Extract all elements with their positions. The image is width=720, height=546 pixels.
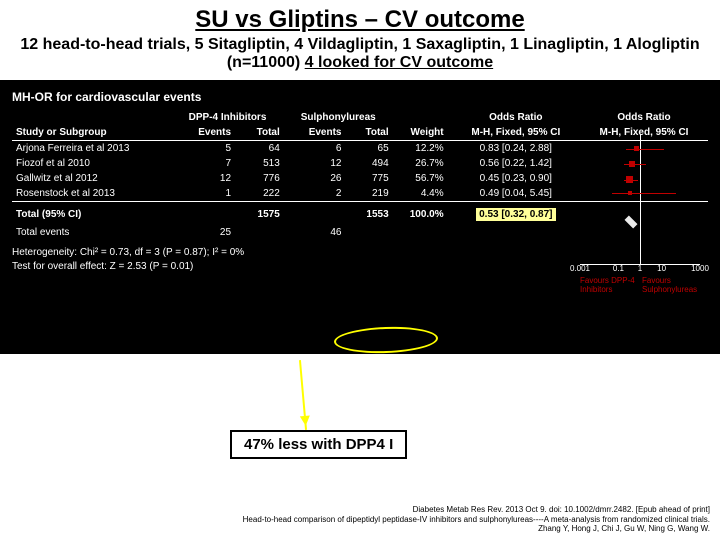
total-w: 100.0%: [393, 202, 448, 226]
favours-right: Favours Sulphonylureas: [642, 276, 700, 294]
callout-arrow: [299, 360, 307, 430]
hdr-mh: M-H, Fixed, 95% CI: [448, 125, 580, 141]
favours-left: Favours DPP-4 Inhibitors: [580, 276, 638, 294]
hdr-mh2: M-H, Fixed, 95% CI: [580, 125, 708, 141]
hdr-or: Odds Ratio: [448, 110, 580, 125]
hdr-events1: Events: [171, 125, 235, 141]
hdr-study: Study or Subgroup: [12, 125, 171, 141]
forest-plot-area: [580, 144, 700, 244]
page-subtitle: 12 head-to-head trials, 5 Sitagliptin, 4…: [0, 36, 720, 72]
page-title: SU vs Gliptins – CV outcome: [0, 6, 720, 34]
hdr-group1: DPP-4 Inhibitors: [171, 110, 284, 125]
hdr-weight: Weight: [393, 125, 448, 141]
total-t2: 1553: [345, 202, 392, 226]
tick-2: 1: [638, 264, 642, 273]
hdr-or2: Odds Ratio: [580, 110, 708, 125]
total-label: Total (95% CI): [12, 202, 171, 226]
tick-4: 1000: [691, 264, 709, 273]
hdr-total1: Total: [235, 125, 284, 141]
total-events-label: Total events: [12, 225, 171, 240]
callout-box: 47% less with DPP4 I: [230, 430, 407, 459]
tick-3: 10: [657, 264, 666, 273]
citation-line1: Diabetes Metab Res Rev. 2013 Oct 9. doi:…: [160, 505, 710, 515]
total-t1: 1575: [235, 202, 284, 226]
tick-1: 0.1: [613, 264, 624, 273]
het-line: Heterogeneity: Chi² = 0.73, df = 3 (P = …: [12, 246, 708, 260]
forest-plot-block: MH-OR for cardiovascular events DPP-4 In…: [0, 80, 720, 354]
citation: Diabetes Metab Res Rev. 2013 Oct 9. doi:…: [160, 505, 710, 534]
subtitle-underlined: 4 looked for CV outcome: [305, 54, 493, 71]
citation-line3: Zhang Y, Hong J, Chi J, Gu W, Ning G, Wa…: [160, 524, 710, 534]
hdr-group2: Sulphonylureas: [284, 110, 393, 125]
hdr-total2: Total: [345, 125, 392, 141]
plot-axis: 0.001 0.1 1 10 1000 Favours DPP-4 Inhibi…: [580, 264, 700, 294]
total-or: 0.53 [0.32, 0.87]: [474, 206, 557, 223]
total-events-e1: 25: [171, 225, 235, 240]
total-events-e2: 46: [284, 225, 346, 240]
mh-or-label: MH-OR for cardiovascular events: [12, 90, 708, 104]
hdr-events2: Events: [284, 125, 346, 141]
tick-0: 0.001: [570, 264, 590, 273]
citation-line2: Head-to-head comparison of dipeptidyl pe…: [160, 515, 710, 525]
